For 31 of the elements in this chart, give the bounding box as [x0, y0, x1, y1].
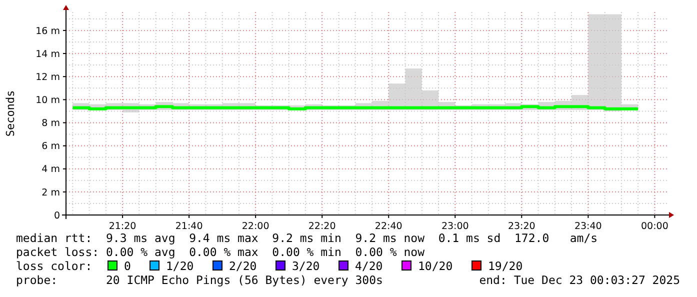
text: packet loss: 0.00 % avg 0.00 % max 0.00 % min 0.00 % now	[16, 245, 425, 259]
x-tick-label: 00:00	[641, 221, 668, 232]
legend-label: 10/20	[418, 259, 453, 273]
x-tick-label: 21:20	[108, 221, 136, 232]
y-tick-label: 12 m	[36, 72, 60, 83]
y-tick-label: 0	[54, 210, 60, 222]
text: median rtt: 9.3 ms avg 9.4 ms max 9.2 ms min 9.2 ms now 0.1 ms sd 172.0 am/s	[16, 231, 598, 245]
x-tick-label: 22:00	[242, 221, 270, 232]
x-tick-label: 23:40	[574, 221, 602, 232]
x-tick-label: 23:00	[441, 221, 469, 232]
legend-label: 4/20	[355, 259, 383, 273]
legend-label: 19/20	[488, 259, 523, 273]
y-tick-label: 10 m	[36, 94, 60, 106]
text: probe: 20 ICMP Echo Pings (56 Bytes) every 300s	[16, 273, 383, 287]
y-axis-title: Seconds	[4, 90, 17, 137]
legend-label: 1/20	[166, 259, 194, 273]
legend-title: loss color:	[16, 259, 92, 273]
x-tick-label: 22:40	[374, 221, 402, 232]
y-tick-label: 16 m	[36, 26, 60, 37]
y-tick-label: 8 m	[42, 118, 60, 130]
legend-label: 2/20	[229, 259, 257, 273]
y-tick-label: 14 m	[36, 48, 60, 60]
text: end: Tue Dec 23 00:03:27 2025	[479, 273, 680, 287]
y-tick-label: 4 m	[42, 164, 60, 176]
x-tick-label: 21:40	[175, 221, 203, 232]
legend-label: 0	[124, 259, 131, 273]
x-tick-label: 23:20	[508, 221, 536, 232]
legend-label: 3/20	[292, 259, 320, 273]
x-tick-label: 22:20	[308, 221, 336, 232]
y-tick-label: 6 m	[42, 141, 60, 152]
y-tick-label: 2 m	[42, 187, 60, 198]
